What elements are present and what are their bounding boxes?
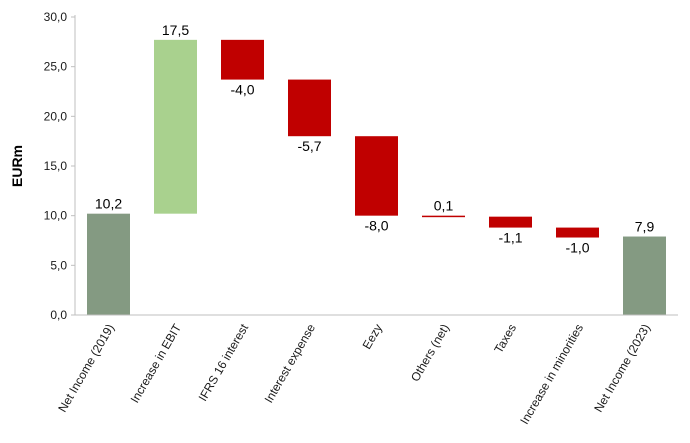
y-tick-label: 10,0 xyxy=(44,209,68,223)
x-tick-label: Net Income (2019) xyxy=(55,322,117,415)
data-labels: 10,2 17,5 -4,0 -5,7 -8,0 0,1 -1,1 -1,0 7,9 xyxy=(95,22,655,256)
x-tick-label: Increase in minorities xyxy=(517,322,586,427)
bar-taxes xyxy=(489,216,532,228)
bar-ifrs-16-interest xyxy=(221,39,264,80)
data-label: -1,0 xyxy=(565,240,589,256)
x-tick-label: IFRS 16 interest xyxy=(196,321,252,404)
y-tick-label: 5,0 xyxy=(50,258,67,272)
x-tick-label: Increase in EBIT xyxy=(128,321,185,405)
x-tick-label: Taxes xyxy=(491,322,519,356)
bar-net-income-2023 xyxy=(623,236,666,315)
x-tick-label: Eezy xyxy=(360,322,385,352)
data-label: -1,1 xyxy=(498,230,522,246)
data-label: -8,0 xyxy=(364,218,388,234)
data-label: 10,2 xyxy=(95,196,122,212)
data-label: 0,1 xyxy=(434,198,454,214)
y-tick-label: 0,0 xyxy=(50,308,67,322)
y-tick-label: 20,0 xyxy=(44,109,68,123)
y-tick-label: 15,0 xyxy=(44,159,68,173)
x-axis: Net Income (2019) Increase in EBIT IFRS 16… xyxy=(55,314,678,427)
y-axis-title: EURm xyxy=(9,145,25,187)
data-label: -5,7 xyxy=(297,138,321,154)
bar-interest-expense xyxy=(288,79,331,137)
x-tick-label: Interest expense xyxy=(262,321,319,405)
y-tick-label: 25,0 xyxy=(44,60,68,74)
bar-net-income-2019 xyxy=(87,213,130,315)
bar-others-net xyxy=(422,215,465,218)
y-axis: 0,0 5,0 10,0 15,0 20,0 25,0 30,0 xyxy=(44,10,76,322)
y-tick-label: 30,0 xyxy=(44,10,68,24)
bars xyxy=(87,39,666,315)
data-label: 7,9 xyxy=(635,219,655,235)
data-label: 17,5 xyxy=(162,22,189,38)
x-tick-label: Others (net) xyxy=(408,322,452,384)
bar-increase-in-ebit xyxy=(154,39,197,214)
x-tick-label: Net Income (2023) xyxy=(591,322,653,415)
bar-eezy xyxy=(355,136,398,216)
bar-increase-in-minorities xyxy=(556,227,599,238)
data-label: -4,0 xyxy=(230,82,254,98)
